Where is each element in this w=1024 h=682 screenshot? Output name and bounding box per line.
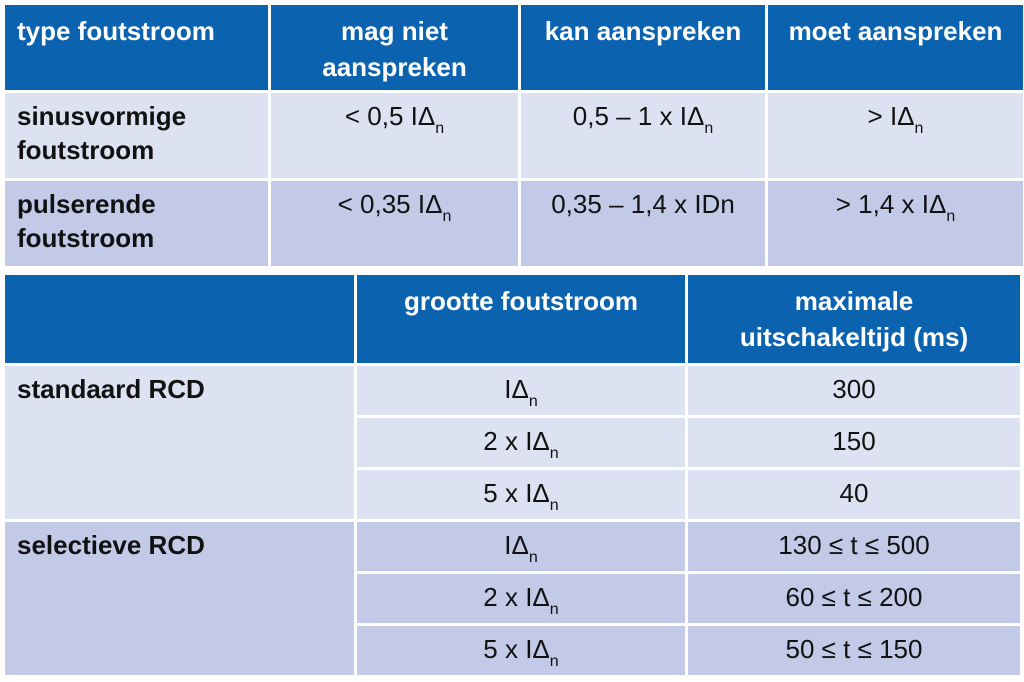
cell: 5 x IΔn	[357, 470, 685, 519]
subscript: n	[704, 120, 714, 137]
cell: pulserende foutstroom	[5, 181, 268, 266]
cell: 60 ≤ t ≤ 200	[688, 574, 1020, 623]
header-cell: kan aanspreken	[521, 5, 765, 90]
cell: 0,35 – 1,4 x IDn	[521, 181, 765, 266]
subscript: n	[528, 549, 538, 566]
cell-text: IΔ	[504, 374, 529, 404]
group-label: standaard RCD	[5, 366, 354, 519]
cell-text: sinusvormige foutstroom	[17, 101, 187, 165]
cell-text: standaard RCD	[17, 374, 205, 404]
subscript: n	[946, 208, 956, 225]
header-cell: grootte foutstroom	[357, 275, 685, 363]
cell: > 1,4 x IΔn	[768, 181, 1023, 266]
cell-text: 40	[839, 478, 869, 508]
cell-text: > IΔ	[867, 101, 915, 131]
cell: 0,5 – 1 x IΔn	[521, 93, 765, 178]
subscript: n	[549, 445, 559, 462]
header-row: type foutstroom mag niet aanspreken kan aa…	[5, 5, 1023, 90]
cell: 300	[688, 366, 1020, 415]
cell: < 0,35 IΔn	[271, 181, 518, 266]
cell-text: > 1,4 x IΔ	[835, 189, 947, 219]
subscript: n	[435, 120, 445, 137]
row: 2 x IΔn 150	[5, 418, 1020, 467]
cell-text: moet aanspreken	[788, 16, 1003, 46]
cell-text: < 0,5 IΔ	[344, 101, 436, 131]
subscript: n	[914, 120, 924, 137]
cell-text: < 0,35 IΔ	[337, 189, 443, 219]
trip-time-table: grootte foutstroom maximale uitschakeltij…	[2, 272, 1023, 678]
cell: > IΔn	[768, 93, 1023, 178]
cell: IΔn	[357, 366, 685, 415]
cell: 50 ≤ t ≤ 150	[688, 626, 1020, 675]
header-cell	[5, 275, 354, 363]
row: sinusvormige foutstroom < 0,5 IΔn 0,5 – 1 …	[5, 93, 1023, 178]
cell-text: IΔ	[504, 530, 529, 560]
header-cell: mag niet aanspreken	[271, 5, 518, 90]
subscript: n	[528, 393, 538, 410]
cell: 150	[688, 418, 1020, 467]
cell: 40	[688, 470, 1020, 519]
row: 2 x IΔn 60 ≤ t ≤ 200	[5, 574, 1020, 623]
subscript: n	[442, 208, 452, 225]
cell: sinusvormige foutstroom	[5, 93, 268, 178]
cell-text: 60 ≤ t ≤ 200	[785, 582, 923, 612]
cell-text: 0,35 – 1,4 x IDn	[551, 189, 735, 219]
cell-text: selectieve RCD	[17, 530, 205, 560]
cell: 130 ≤ t ≤ 500	[688, 522, 1020, 571]
cell-text: maximale uitschakeltijd (ms)	[739, 286, 969, 352]
cell-text: 300	[832, 374, 876, 404]
cell: 2 x IΔn	[357, 574, 685, 623]
header-cell: maximale uitschakeltijd (ms)	[688, 275, 1020, 363]
group-label: selectieve RCD	[5, 522, 354, 675]
cell-text: type foutstroom	[17, 16, 215, 46]
cell: < 0,5 IΔn	[271, 93, 518, 178]
cell-text: 150	[832, 426, 876, 456]
cell-text: 50 ≤ t ≤ 150	[785, 634, 923, 664]
cell: 5 x IΔn	[357, 626, 685, 675]
row: standaard RCD IΔn 300	[5, 366, 1020, 519]
cell-text: 2 x IΔ	[483, 426, 550, 456]
subscript: n	[549, 653, 559, 670]
cell-text: 0,5 – 1 x IΔ	[572, 101, 705, 131]
cell: 2 x IΔn	[357, 418, 685, 467]
header-row: grootte foutstroom maximale uitschakeltij…	[5, 275, 1020, 363]
cell-text: grootte foutstroom	[404, 286, 638, 316]
subscript: n	[549, 497, 559, 514]
cell-text: 130 ≤ t ≤ 500	[778, 530, 930, 560]
cell-text: 5 x IΔ	[483, 634, 550, 664]
cell-text: 2 x IΔ	[483, 582, 550, 612]
cell-text: 5 x IΔ	[483, 478, 550, 508]
cell-text: mag niet aanspreken	[322, 16, 467, 82]
row: pulserende foutstroom < 0,35 IΔn 0,35 – 1,…	[5, 181, 1023, 266]
fault-type-table: type foutstroom mag niet aanspreken kan aa…	[2, 2, 1024, 269]
header-cell: moet aanspreken	[768, 5, 1023, 90]
cell: IΔn	[357, 522, 685, 571]
row: selectieve RCD IΔn 130 ≤ t ≤ 500	[5, 522, 1020, 675]
cell-text: pulserende foutstroom	[17, 189, 156, 253]
cell-text: kan aanspreken	[544, 16, 742, 46]
header-cell: type foutstroom	[5, 5, 268, 90]
subscript: n	[549, 601, 559, 618]
